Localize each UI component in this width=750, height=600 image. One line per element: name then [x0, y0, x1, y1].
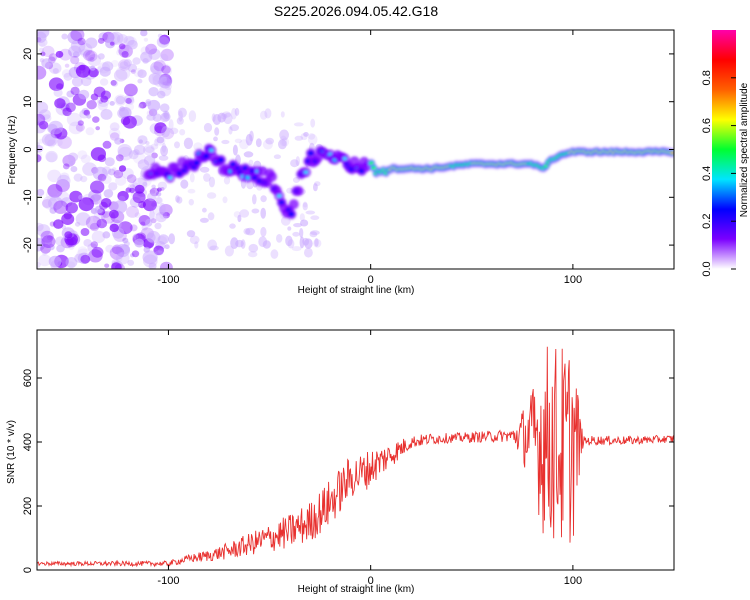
snr-panel: -100 0 100 0 200 400 600 Height of straight li…: [6, 329, 675, 595]
colorbar-label: Normalized spectral amplitude: [739, 82, 750, 217]
snr-series-line: [37, 346, 674, 568]
snr-xtick-label: -100: [157, 575, 179, 587]
snr-ytick-label: 600: [22, 369, 34, 387]
colorbar-tick-label: 0.2: [701, 214, 713, 229]
spectrogram-image: [37, 30, 674, 269]
snr-xlabel: Height of straight line (km): [298, 584, 415, 595]
spectrogram-ytick-label: -10: [22, 189, 34, 205]
colorbar: 0.0 0.2 0.4 0.6 0.8 Normalized spectral ampl…: [701, 30, 750, 277]
colorbar-tick-label: 0.6: [701, 118, 713, 133]
snr-xtick-label: 100: [564, 575, 582, 587]
spectrogram-xtick-label: 0: [368, 274, 374, 286]
chart-title: S225.2026.094.05.42.G18: [274, 3, 438, 19]
spectrogram-ytick-label: 20: [22, 48, 34, 60]
spectrogram-xtick-label: -100: [157, 274, 179, 286]
snr-ytick-label: 0: [22, 567, 34, 573]
snr-ytick-label: 400: [22, 433, 34, 451]
colorbar-tick-label: 0.0: [701, 261, 713, 276]
spectrogram-xtick-label: 100: [564, 274, 582, 286]
snr-frame: [36, 329, 675, 571]
spectrogram-ytick-label: 0: [22, 146, 34, 152]
spectrogram-ridge: [143, 143, 674, 220]
snr-xtick-label: 0: [368, 575, 374, 587]
snr-ytick-label: 200: [22, 497, 34, 515]
spectrogram-ytick-label: -20: [22, 237, 34, 253]
colorbar-tick-label: 0.8: [701, 70, 713, 85]
spectrogram-ylabel: Frequency (Hz): [7, 116, 18, 185]
snr-ylabel: SNR (10 * v/v): [6, 420, 17, 484]
spectrogram-xlabel: Height of straight line (km): [298, 285, 415, 296]
spectrogram-ytick-label: 10: [22, 96, 34, 108]
colorbar-tick-label: 0.4: [701, 166, 713, 181]
colorbar-gradient: [712, 30, 736, 269]
